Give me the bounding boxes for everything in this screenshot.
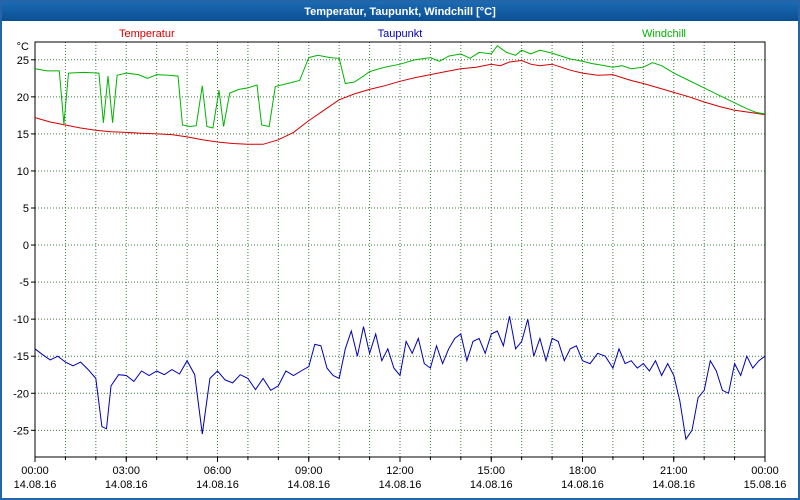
svg-text:00:00: 00:00 xyxy=(751,465,779,477)
svg-text:00:00: 00:00 xyxy=(21,465,49,477)
svg-text:15:00: 15:00 xyxy=(477,465,505,477)
svg-text:-10: -10 xyxy=(13,314,29,326)
svg-text:5: 5 xyxy=(23,203,29,215)
svg-text:-15: -15 xyxy=(13,351,29,363)
svg-text:14.08.16: 14.08.16 xyxy=(105,479,148,491)
svg-text:14.08.16: 14.08.16 xyxy=(561,479,604,491)
svg-text:10: 10 xyxy=(17,166,29,178)
svg-text:18:00: 18:00 xyxy=(569,465,597,477)
svg-text:09:00: 09:00 xyxy=(295,465,323,477)
svg-text:0: 0 xyxy=(23,240,29,252)
svg-text:14.08.16: 14.08.16 xyxy=(287,479,330,491)
svg-text:06:00: 06:00 xyxy=(204,465,232,477)
svg-text:14.08.16: 14.08.16 xyxy=(470,479,513,491)
svg-text:25: 25 xyxy=(17,55,29,67)
chart-title: Temperatur, Taupunkt, Windchill [°C] xyxy=(304,5,496,18)
legend-temperatur: Temperatur xyxy=(119,28,175,40)
svg-text:°C: °C xyxy=(17,41,29,53)
svg-text:14.08.16: 14.08.16 xyxy=(196,479,239,491)
title-bar: Temperatur, Taupunkt, Windchill [°C] xyxy=(2,2,798,21)
svg-text:03:00: 03:00 xyxy=(112,465,140,477)
svg-text:20: 20 xyxy=(17,92,29,104)
svg-text:14.08.16: 14.08.16 xyxy=(652,479,695,491)
svg-text:15: 15 xyxy=(17,129,29,141)
legend-windchill: Windchill xyxy=(641,28,686,40)
svg-text:-5: -5 xyxy=(19,277,29,289)
svg-text:14.08.16: 14.08.16 xyxy=(379,479,422,491)
svg-text:12:00: 12:00 xyxy=(386,465,414,477)
svg-text:-20: -20 xyxy=(13,388,29,400)
svg-text:14.08.16: 14.08.16 xyxy=(14,479,57,491)
svg-text:15.08.16: 15.08.16 xyxy=(744,479,787,491)
svg-text:-25: -25 xyxy=(13,425,29,437)
legend-taupunkt: Taupunkt xyxy=(377,28,423,40)
svg-text:21:00: 21:00 xyxy=(660,465,688,477)
